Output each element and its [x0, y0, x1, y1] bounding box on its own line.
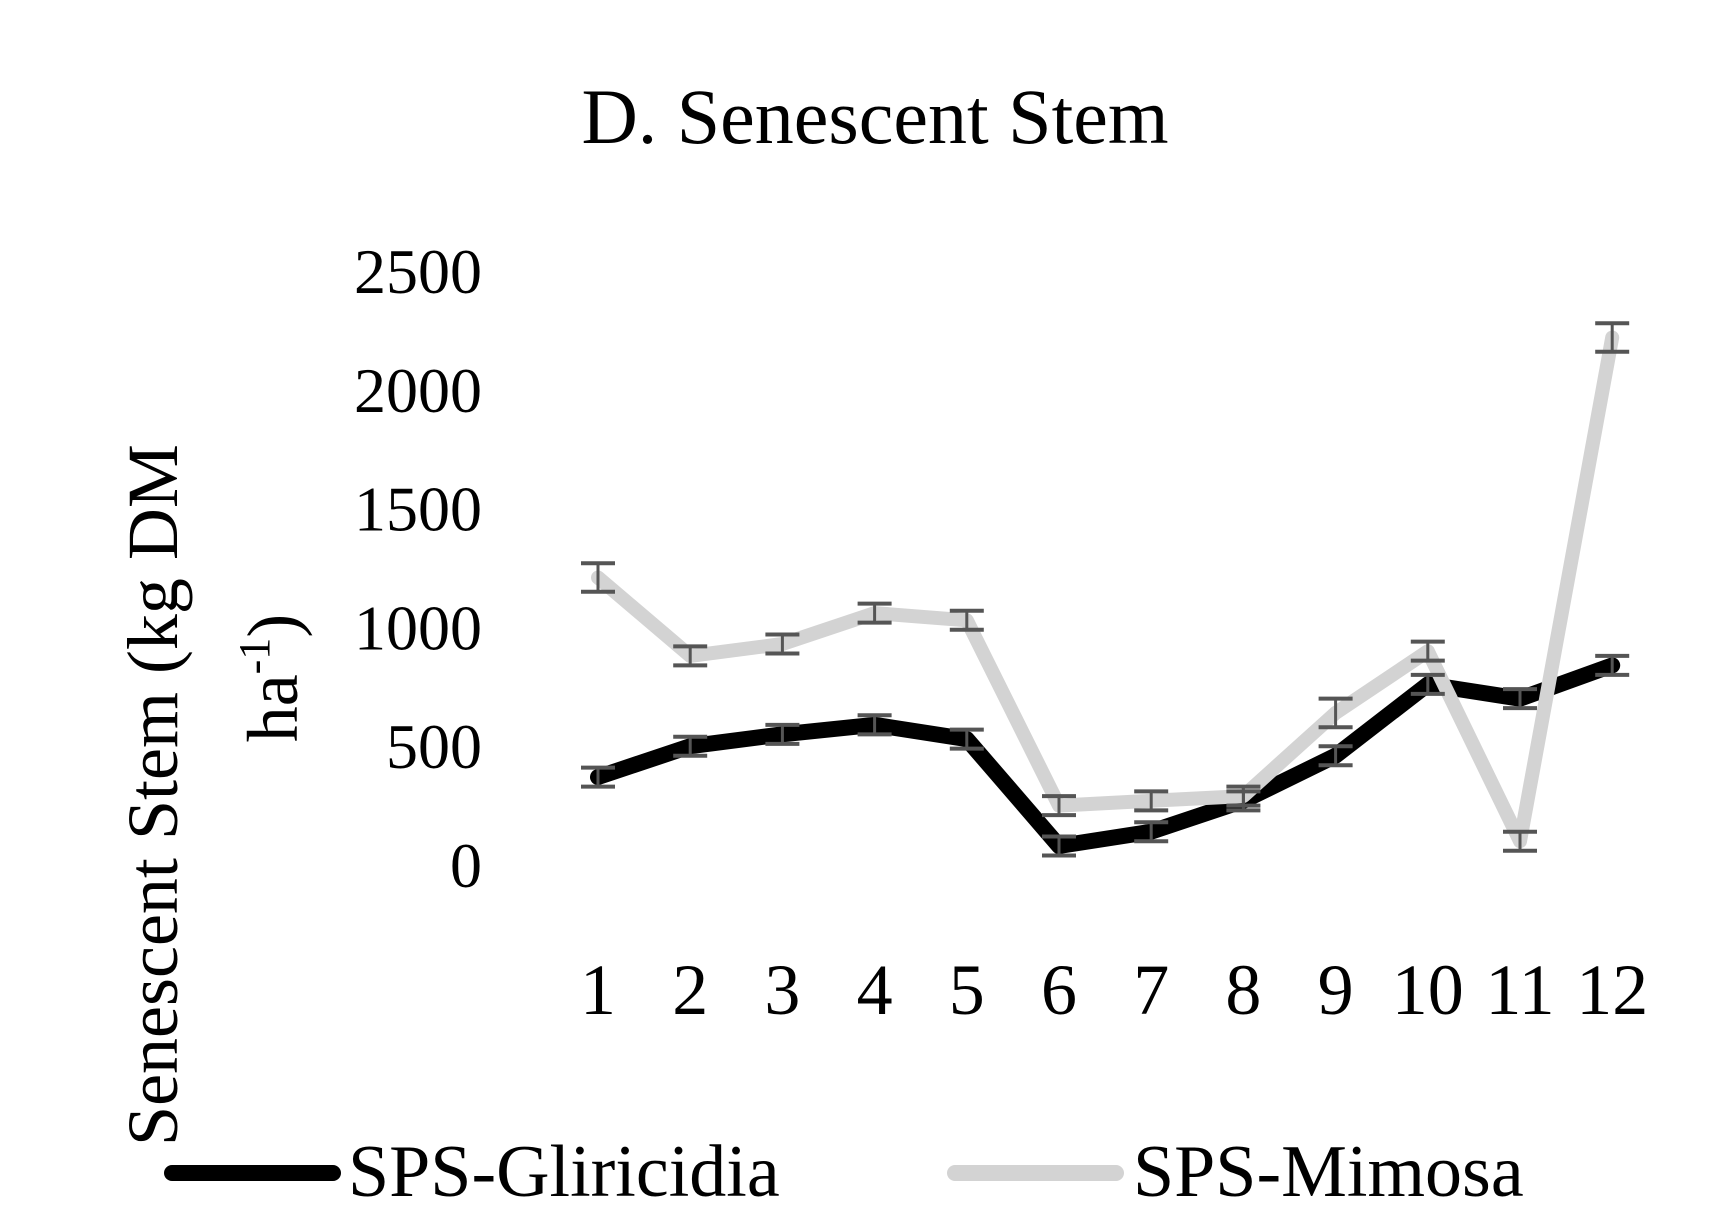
error-bar-sps-mimosa: [949, 608, 984, 632]
x-tick-label: 10: [1392, 950, 1464, 1030]
y-axis-label: Senescent Stem (kg DM: [113, 444, 193, 1146]
legend-label-mimosa: SPS-Mimosa: [1133, 1131, 1524, 1213]
chart-title: D. Senescent Stem: [581, 73, 1168, 160]
error-bar-sps-mimosa: [673, 644, 708, 668]
error-bar-sps-gliricidia: [1318, 744, 1353, 768]
error-bars: [581, 321, 1630, 858]
x-tick-label: 5: [949, 950, 985, 1030]
x-tick-labels: 1 2 3 4 5 6 7 8 9 10 11 12: [580, 950, 1648, 1030]
y-axis-label-unit-base: ha: [233, 674, 313, 742]
y-tick-label: 2000: [354, 355, 482, 426]
error-bar-sps-mimosa: [765, 632, 800, 656]
error-bar-sps-mimosa: [1595, 321, 1630, 354]
error-bar-sps-mimosa: [1318, 696, 1353, 730]
error-bar-sps-mimosa: [857, 601, 892, 625]
series-line-sps-gliricidia: [590, 657, 1621, 854]
error-bar-sps-mimosa: [1410, 639, 1445, 663]
error-bar-sps-gliricidia: [949, 727, 984, 751]
y-axis-label-unit-exponent: -1: [230, 638, 279, 675]
error-bar-sps-gliricidia: [1595, 653, 1630, 677]
error-bar-sps-gliricidia: [857, 713, 892, 737]
error-bar-sps-gliricidia: [673, 734, 708, 758]
x-tick-label: 6: [1041, 950, 1077, 1030]
y-axis-label-unit-close: ): [233, 614, 313, 638]
x-tick-label: 3: [764, 950, 800, 1030]
error-bar-sps-gliricidia: [1042, 834, 1076, 858]
y-tick-label: 500: [386, 711, 482, 782]
y-axis-label-line1: Senescent Stem (kg DM: [113, 444, 193, 1146]
x-tick-label: 1: [580, 950, 616, 1030]
error-bar-sps-gliricidia: [1410, 672, 1445, 696]
error-bar-sps-mimosa: [1503, 829, 1537, 853]
y-tick-label: 1000: [354, 592, 482, 663]
error-bar-sps-mimosa: [581, 561, 615, 594]
series-line-sps-mimosa: [591, 330, 1620, 849]
x-tick-label: 12: [1576, 950, 1648, 1030]
x-tick-label: 11: [1485, 950, 1554, 1030]
series-lines: [590, 330, 1621, 854]
x-tick-label: 7: [1133, 950, 1169, 1030]
x-tick-label: 9: [1318, 950, 1354, 1030]
error-bar-sps-mimosa: [1042, 794, 1076, 818]
legend: SPS-Gliricidia SPS-Mimosa: [164, 1131, 1524, 1213]
error-bar-sps-gliricidia: [581, 765, 615, 789]
x-tick-label: 8: [1225, 950, 1261, 1030]
error-bar-sps-gliricidia: [1134, 820, 1169, 844]
y-tick-labels: 0 500 1000 1500 2000 2500: [354, 236, 482, 901]
error-bar-sps-mimosa: [1226, 784, 1261, 808]
y-tick-label: 1500: [354, 474, 482, 545]
legend-label-gliricidia: SPS-Gliricidia: [348, 1131, 780, 1213]
error-bar-sps-mimosa: [1134, 789, 1169, 813]
y-tick-label: 0: [450, 830, 482, 901]
y-axis-label-line2: ha-1): [230, 614, 313, 743]
y-tick-label: 2500: [354, 236, 482, 307]
x-tick-label: 4: [857, 950, 893, 1030]
y-axis-label-unit: ha-1): [230, 614, 313, 743]
error-bar-sps-gliricidia: [765, 722, 800, 746]
x-tick-label: 2: [672, 950, 708, 1030]
error-bar-sps-gliricidia: [1503, 687, 1537, 711]
